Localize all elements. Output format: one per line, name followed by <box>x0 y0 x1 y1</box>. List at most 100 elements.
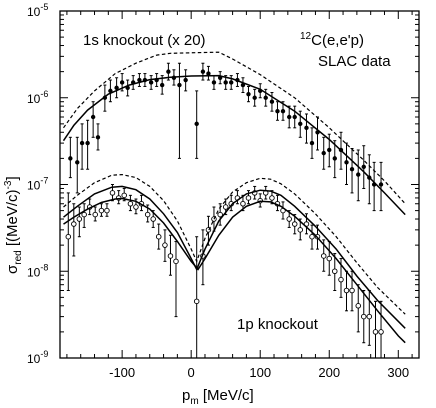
y-tick-exponent: -8 <box>40 262 48 272</box>
data-point <box>177 82 182 88</box>
y-tick-exponent: -7 <box>40 176 48 186</box>
data-point <box>150 216 156 222</box>
data-point <box>332 156 337 161</box>
target-superscript: 12 <box>300 31 312 42</box>
data-point <box>280 108 286 114</box>
data-point <box>372 329 379 335</box>
data-point <box>133 204 139 210</box>
data-point <box>304 125 309 131</box>
y-tick-label: 10-9 <box>27 349 48 366</box>
data-point <box>183 77 188 83</box>
data-point <box>378 329 384 335</box>
y-tick-label: 10-8 <box>27 262 48 279</box>
data-point <box>275 108 280 114</box>
data-point <box>269 195 275 201</box>
data-point <box>114 85 119 91</box>
data-series-1-filled <box>68 62 384 212</box>
y-tick-base: 10 <box>27 92 41 106</box>
data-point <box>127 200 134 207</box>
y-axis-symbol: σ <box>4 264 21 274</box>
data-point <box>85 140 90 146</box>
data-point <box>98 207 105 214</box>
x-tick-label: 300 <box>387 365 409 380</box>
data-point <box>217 211 223 218</box>
data-point <box>121 192 127 199</box>
curve-2-dashed <box>63 51 406 205</box>
x-axis-subscript: m <box>190 396 198 407</box>
data-point <box>269 99 275 104</box>
data-point <box>320 253 327 259</box>
data-point <box>144 211 151 218</box>
data-point <box>252 95 257 100</box>
data-point <box>79 140 85 146</box>
data-point <box>292 114 297 120</box>
data-point <box>309 233 315 240</box>
data-point <box>155 233 162 240</box>
data-point <box>349 287 355 294</box>
data-point <box>206 71 211 76</box>
x-axis-label: pm [MeV/c] <box>182 387 254 407</box>
data-point <box>222 204 229 210</box>
data-point <box>81 211 87 218</box>
y-tick-label: 10-5 <box>27 2 48 19</box>
curve-1-solid <box>62 74 406 216</box>
annotation-1p-knockout: 1p knockout <box>237 316 319 333</box>
data-point <box>321 150 326 156</box>
y-tick-exponent: -6 <box>40 89 48 99</box>
data-point <box>240 200 246 207</box>
data-point <box>76 216 83 222</box>
data-point <box>109 190 116 196</box>
data-point <box>291 221 298 227</box>
y-tick-base: 10 <box>27 352 41 366</box>
y-axis-label: σred [(MeV/c)-3] <box>3 176 24 274</box>
y-tick-exponent: -5 <box>40 2 48 12</box>
y-tick-exponent: -9 <box>40 349 48 359</box>
x-tick-label: 200 <box>318 365 340 380</box>
annotation-data-source: SLAC data <box>318 53 391 70</box>
data-point <box>211 80 217 85</box>
data-series-2-open <box>65 184 384 359</box>
y-tick-label: 10-7 <box>27 176 48 193</box>
y-axis-subscript: red <box>13 250 24 264</box>
x-axis-unit: [MeV/c] <box>199 387 254 404</box>
y-axis-unit-close: ] <box>4 176 21 180</box>
data-point <box>119 80 125 85</box>
y-tick-base: 10 <box>27 265 41 279</box>
data-point <box>327 147 332 153</box>
data-point <box>159 82 165 88</box>
data-point <box>297 227 304 233</box>
x-axis-symbol: p <box>182 387 190 404</box>
annotation-target-reaction: 12C(e,e'p) <box>300 31 364 49</box>
y-tick-base: 10 <box>27 5 41 19</box>
data-point <box>356 172 361 177</box>
data-point <box>355 303 361 309</box>
y-axis-unit: [(MeV/c) <box>4 189 21 250</box>
x-tick-label: 100 <box>249 365 271 380</box>
data-point <box>366 313 373 320</box>
data-point <box>286 216 292 222</box>
data-point <box>167 253 174 259</box>
data-point <box>92 211 98 218</box>
data-point <box>65 233 72 240</box>
data-point <box>71 221 77 227</box>
data-point <box>246 91 251 97</box>
y-tick-base: 10 <box>27 179 41 193</box>
x-tick-label: 0 <box>188 365 195 380</box>
y-axis-unit-exponent: -3 <box>3 180 14 189</box>
x-tick-label: -100 <box>109 365 135 380</box>
data-point <box>148 80 154 85</box>
data-point <box>193 298 200 305</box>
data-point <box>361 164 366 169</box>
data-point <box>326 255 333 262</box>
data-point <box>95 135 101 140</box>
data-point <box>361 313 367 320</box>
data-point <box>378 182 384 187</box>
plot-layer <box>62 51 406 359</box>
curve-3-solid <box>63 197 406 344</box>
data-point <box>332 268 338 275</box>
curve-5-dashed <box>63 173 406 315</box>
data-point <box>229 80 234 85</box>
data-point <box>75 160 80 165</box>
